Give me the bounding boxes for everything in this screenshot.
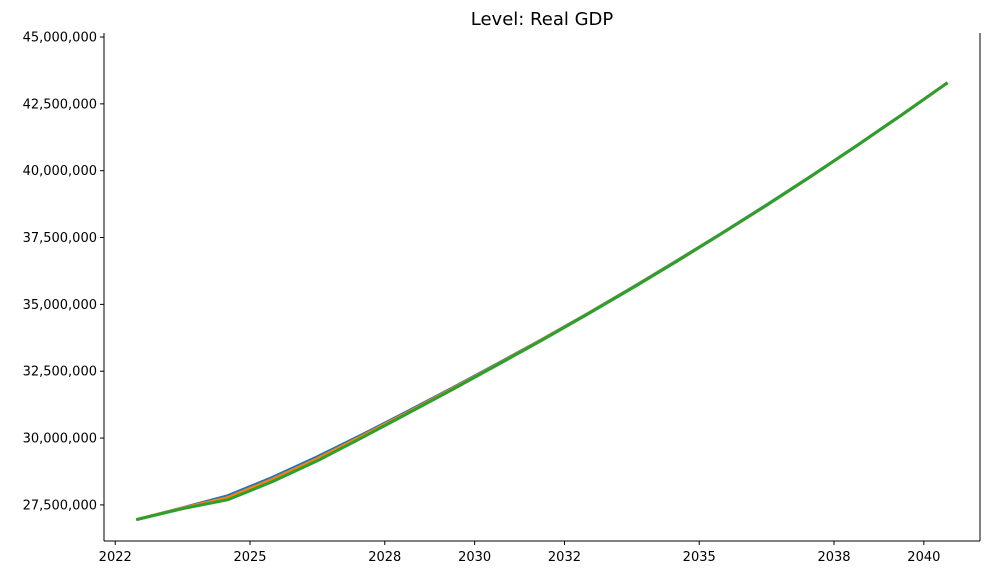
x-tick-label: 2035 [683,550,716,565]
series-line-2 [135,81,949,522]
y-tick-label: 45,000,000 [23,31,97,46]
series-line-1 [135,81,949,522]
x-tick-label: 2028 [368,550,401,565]
x-tick-label: 2040 [907,550,940,565]
x-tick-label: 2032 [548,550,581,565]
y-tick-label: 27,500,000 [23,498,97,513]
y-tick-label: 40,000,000 [23,164,97,179]
x-axis: 2022 2025 2028 2030 2032 2035 2038 2040 [99,541,940,565]
y-tick-label: 42,500,000 [23,97,97,112]
y-tick-label: 35,000,000 [23,298,97,313]
x-tick-label: 2038 [817,550,850,565]
y-axis: 27,500,000 30,000,000 32,500,000 35,000,000… [23,31,104,513]
x-tick-label: 2022 [99,550,132,565]
x-tick-label: 2025 [233,550,266,565]
x-tick-label: 2030 [458,550,491,565]
y-tick-label: 37,500,000 [23,231,97,246]
y-tick-label: 32,500,000 [23,365,97,380]
series-line-3 [135,81,949,522]
series-layer [135,81,949,522]
y-tick-label: 30,000,000 [23,432,97,447]
chart-title: Level: Real GDP [471,9,614,30]
